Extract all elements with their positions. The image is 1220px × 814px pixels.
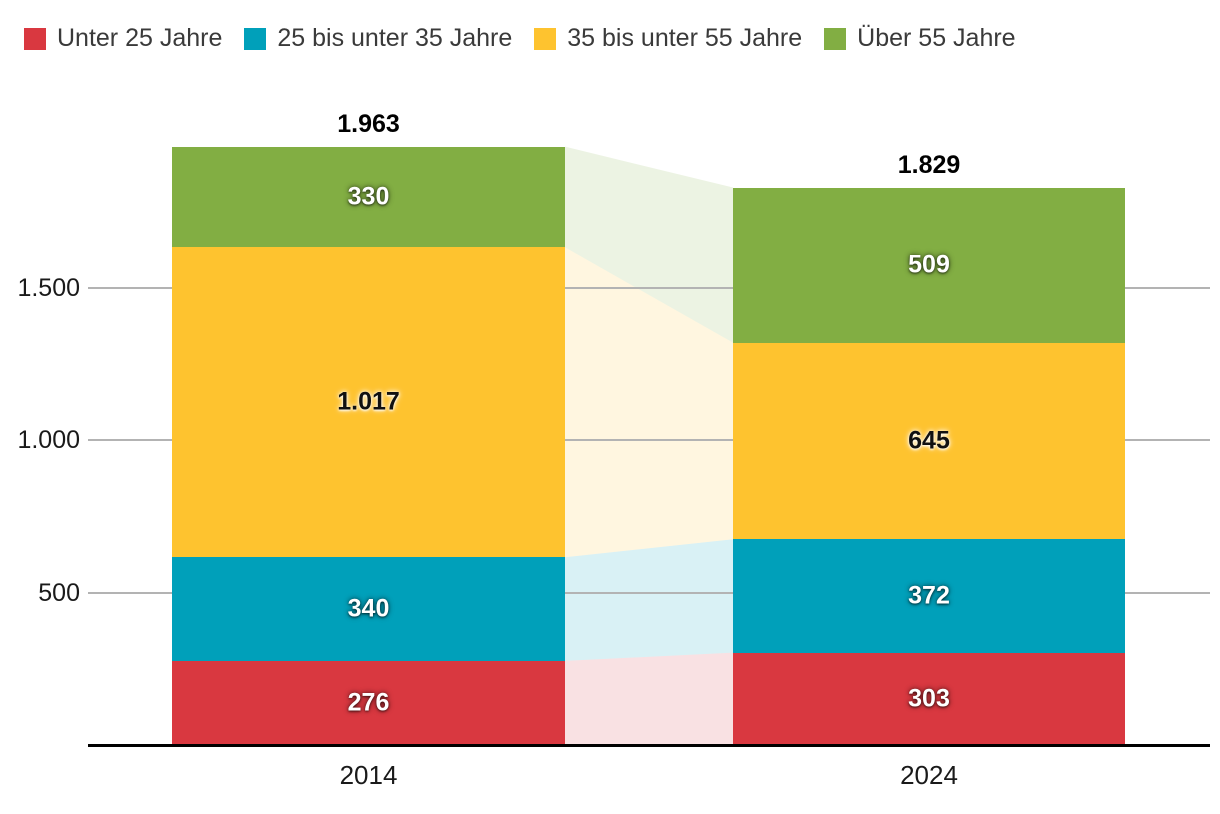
connector-band: [565, 539, 733, 661]
legend-label: Über 55 Jahre: [857, 24, 1016, 52]
bar-segment: 372: [733, 539, 1125, 653]
connector-band: [565, 652, 733, 745]
y-tick-label: 500: [38, 578, 80, 607]
legend-label: 25 bis unter 35 Jahre: [277, 24, 513, 52]
gridline: [88, 591, 1210, 594]
legend-item-ueber-55: Über 55 Jahre: [824, 24, 1016, 53]
bar-segment-label: 340: [347, 594, 390, 623]
bar-segment-label: 330: [347, 182, 390, 211]
x-axis-line: [88, 744, 1210, 747]
legend-item-unter-25: Unter 25 Jahre: [24, 24, 222, 53]
legend-item-35-55: 35 bis unter 55 Jahre: [534, 24, 802, 53]
gridline: [88, 286, 1210, 289]
total-label: 1.963: [337, 109, 400, 138]
bar-segment: 303: [733, 652, 1125, 745]
x-axis-label: 2014: [339, 760, 398, 790]
bar-segment: 509: [733, 187, 1125, 343]
legend: Unter 25 Jahre 25 bis unter 35 Jahre 35 …: [24, 24, 1016, 53]
legend-swatch-25-35: [244, 27, 267, 50]
bar-segment-label: 645: [908, 426, 950, 455]
legend-item-25-35: 25 bis unter 35 Jahre: [244, 24, 512, 53]
bar-segment-label: 1.017: [337, 387, 400, 416]
legend-swatch-unter-25: [24, 27, 46, 50]
bar-segment-label: 509: [908, 250, 950, 279]
y-tick-label: 1.000: [17, 426, 80, 455]
connector-band: [565, 247, 733, 558]
gridline: [88, 439, 1210, 442]
bar-segment: 276: [172, 660, 565, 745]
bar-segment: 645: [733, 342, 1125, 540]
bar-segment: 340: [172, 557, 565, 661]
total-label: 1.829: [897, 150, 961, 179]
x-axis-label: 2024: [900, 760, 958, 790]
legend-swatch-35-55: [534, 27, 557, 50]
legend-swatch-ueber-55: [824, 27, 847, 50]
bar-segment-label: 372: [908, 581, 950, 610]
connector-band: [565, 146, 733, 343]
bar-segment-label: 303: [908, 684, 950, 713]
legend-label: 35 bis unter 55 Jahre: [567, 24, 803, 52]
y-tick-label: 1.500: [17, 273, 80, 302]
bar-segment: 330: [172, 146, 565, 248]
bar-segment-label: 276: [347, 688, 390, 717]
bar-segment: 1.017: [172, 247, 565, 558]
legend-label: Unter 25 Jahre: [57, 24, 223, 52]
